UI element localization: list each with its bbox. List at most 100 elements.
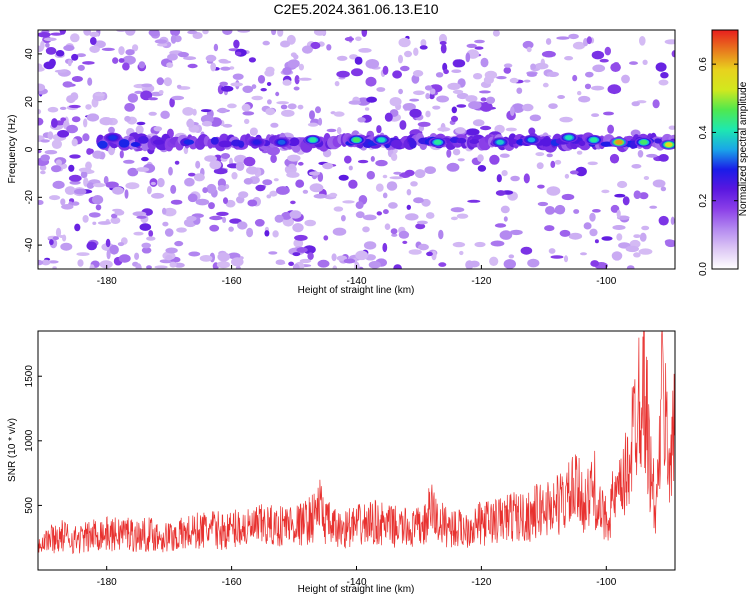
spectrogram-cell [398,88,403,95]
spectrogram-cell [355,250,369,261]
spectrogram-cell [186,215,197,222]
spectrogram-cell [45,47,57,55]
spectrogram-cell [326,44,332,51]
spectrogram-cell [530,63,536,70]
spectrogram-cell [110,217,121,224]
spectrogram-cell [639,192,649,200]
spectrogram-cell [459,250,464,256]
spectrogram-cell [122,62,130,71]
spectrogram-cell [452,148,461,156]
spectrogram-cell [496,76,507,80]
spectrogram-cell [148,97,158,101]
spectrogram-cell [127,167,139,177]
spectrogram-cell [342,200,355,204]
spectrogram-cell [402,103,416,111]
spectrogram-cell [235,51,242,56]
spectrogram-cell [39,164,47,171]
spectrogram-cell [235,265,241,269]
spectrogram-cell [336,255,348,261]
spectrogram-cell [355,211,365,219]
spectrogram-cell [176,227,187,233]
spectrogram-cell [249,127,258,136]
spectrogram-cell [490,240,505,247]
spectrogram-cell [425,110,431,118]
spectrogram-cell [193,173,205,182]
spectrogram-cell [614,193,626,198]
spectrogram-cell [432,105,441,110]
spectrogram-cell [277,30,284,37]
spectrogram-cell [554,159,562,165]
spectrogram-cell [80,171,88,179]
spectrogram-cell [76,53,86,58]
spectrogram-cell [500,205,510,214]
spectrogram-cell [282,67,292,75]
spectrogram-cell [354,56,363,65]
spectrogram-cell [631,101,640,107]
spectrogram-cell [568,33,579,40]
spectrogram-cell [41,259,51,266]
spectrogram-cell [307,252,314,260]
spectrogram-cell [545,38,552,45]
spectrogram-cell [112,57,119,64]
spectrogram-cell [409,98,420,102]
spectrogram-cell [589,212,596,222]
spectrogram-cell [465,95,478,103]
spectrogram-cell [457,158,465,162]
spectrogram-cell [318,117,323,126]
spectrogram-cell [74,188,87,195]
spectrogram-peak [277,139,286,145]
spectrogram-cell [170,184,177,194]
spectrogram-cell [474,241,486,248]
spectrogram-cell [68,164,75,172]
spectrogram-cell [47,131,54,140]
spectrogram-cell [655,62,667,72]
spectrogram-cell [333,206,344,212]
spectrogram-cell [336,70,350,78]
spectrogram-cell [273,178,279,182]
spectrogram-cell [265,108,276,116]
spectrogram-cell [664,39,675,45]
spectrogram-cell [376,87,386,92]
spectrogram-cell [535,152,545,157]
spectrogram-peak [565,135,573,141]
spectrogram-cell [217,184,227,192]
spectrogram-cell [262,179,273,186]
spectrogram-cell [200,109,212,113]
spectrogram-cell [559,116,573,123]
spectrogram-cell [660,72,669,79]
spectrogram-cell [218,140,233,148]
spectrogram-cell [363,241,377,250]
spectrogram-cell [413,197,424,204]
spectrogram-cell [416,220,428,225]
spectrogram-cell [292,252,301,257]
spectrogram-cell [564,173,570,179]
spectrogram-cell [332,265,338,269]
snr-series-line [38,331,675,555]
spectrogram-cell [601,236,613,241]
spectrogram-cell [174,160,180,165]
spectrogram-cell [276,101,289,105]
spectrogram-cell [668,125,675,130]
spectrogram-cell [357,159,369,164]
spectrogram-cell [270,122,279,128]
spectrogram-cell [572,74,578,82]
spectrogram-cell [264,69,275,77]
spectrogram-cell [99,260,113,269]
spectrogram-cell [348,100,361,105]
spectrogram-cell [424,85,433,91]
spectrogram-cell [281,211,292,220]
spectrogram-x-ticks: -180 -160 -140 -120 -100 [97,265,617,287]
spectrogram-cell [637,150,644,158]
spectrogram-cell [302,189,309,194]
spectrogram-cell [130,142,141,147]
spectrogram-cell [210,137,219,145]
spectrogram-cell [652,99,660,109]
spectrogram-cell [182,107,195,116]
spectrogram-cell [59,106,67,110]
spectrogram-cell [604,46,611,56]
spectrogram-cell [200,114,214,124]
spectrogram-cell [548,103,558,109]
spectrogram-cell [92,221,97,225]
spectrogram-cell [469,139,480,144]
spectrogram-cell [660,186,667,192]
